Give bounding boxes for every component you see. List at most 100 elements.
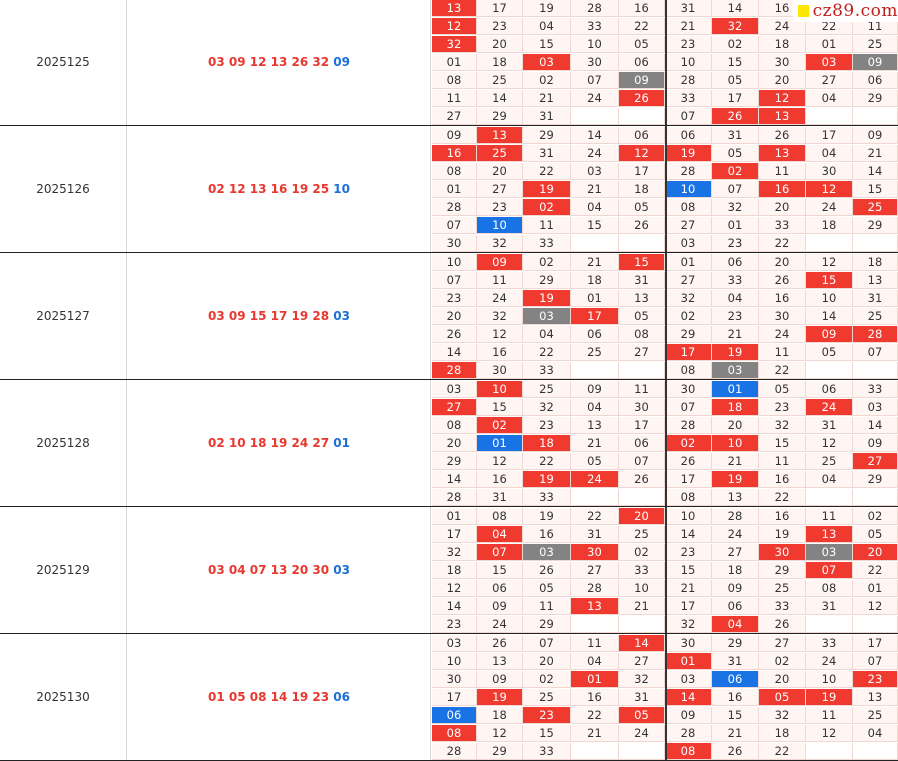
right-grid-cell: 10 xyxy=(665,54,712,71)
right-grid-cell: 28 xyxy=(712,508,759,525)
left-grid-cell: 01 xyxy=(432,508,477,525)
right-grid-cell: 27 xyxy=(853,453,898,470)
left-grid-cell: 07 xyxy=(432,217,477,234)
right-grid-cell: 06 xyxy=(853,72,898,89)
right-grid-cell: 28 xyxy=(853,326,898,343)
left-grid-cell: 28 xyxy=(432,362,477,379)
column-divider xyxy=(665,0,667,125)
left-grid-cell: 30 xyxy=(477,362,523,379)
left-grid-cell: 22 xyxy=(523,453,571,470)
right-grid-cell: 09 xyxy=(853,435,898,452)
blue-ball: 01 xyxy=(333,436,350,450)
right-grid-cell: 19 xyxy=(712,471,759,488)
left-grid-cell: 29 xyxy=(523,127,571,144)
right-grid-cell: 07 xyxy=(712,181,759,198)
period-number: 2025126 xyxy=(0,126,127,252)
left-grid-cell: 29 xyxy=(523,272,571,289)
period-number: 2025125 xyxy=(0,0,127,125)
left-grid-cell: 05 xyxy=(619,308,665,325)
right-grid-cell: 02 xyxy=(853,508,898,525)
right-grid-cell: 32 xyxy=(759,707,806,724)
right-grid-cell: 29 xyxy=(759,562,806,579)
right-grid-cell: 18 xyxy=(759,36,806,53)
right-grid-cell: 25 xyxy=(853,707,898,724)
right-grid-cell: 20 xyxy=(759,72,806,89)
left-grid-cell: 10 xyxy=(432,254,477,271)
left-grid-cell: 16 xyxy=(432,145,477,162)
left-grid-cell: 05 xyxy=(619,707,665,724)
left-grid-cell: 06 xyxy=(477,580,523,597)
right-grid-cell: 24 xyxy=(806,399,853,416)
right-grid-cell: 09 xyxy=(665,707,712,724)
right-grid-cell: 27 xyxy=(712,544,759,561)
left-grid-cell: 07 xyxy=(619,453,665,470)
left-grid-cell: 04 xyxy=(523,18,571,35)
left-grid-cell: 07 xyxy=(571,72,619,89)
left-grid-cell: 20 xyxy=(619,508,665,525)
right-grid-cell: 27 xyxy=(665,217,712,234)
left-grid-cell: 11 xyxy=(523,217,571,234)
period-number: 2025130 xyxy=(0,634,127,760)
right-grid-cell: 12 xyxy=(853,598,898,615)
left-grid-cell: 33 xyxy=(523,743,571,760)
left-grid-cell: 06 xyxy=(432,707,477,724)
left-grid-cell xyxy=(619,362,665,379)
right-grid-cell: 05 xyxy=(853,526,898,543)
right-grid-cell: 03 xyxy=(806,544,853,561)
right-grid-cell: 16 xyxy=(759,471,806,488)
left-grid-cell: 05 xyxy=(571,453,619,470)
left-grid-cell: 23 xyxy=(432,290,477,307)
draw-numbers: 02 12 13 16 19 25 10 xyxy=(128,126,431,252)
right-grid-cell: 03 xyxy=(806,54,853,71)
left-grid-cell: 22 xyxy=(571,707,619,724)
right-grid-cell: 09 xyxy=(853,54,898,71)
right-grid-cell: 26 xyxy=(712,108,759,125)
right-grid-cell: 30 xyxy=(665,635,712,652)
right-grid-cell: 16 xyxy=(712,689,759,706)
right-grid-cell: 28 xyxy=(665,725,712,742)
right-grid-cell: 21 xyxy=(712,725,759,742)
right-grid-cell: 07 xyxy=(665,399,712,416)
left-grid-cell: 20 xyxy=(432,435,477,452)
site-watermark: cz89.com xyxy=(793,0,898,22)
right-grid-cell: 11 xyxy=(759,453,806,470)
right-grid-cell: 15 xyxy=(665,562,712,579)
red-balls: 03 09 12 13 26 32 xyxy=(208,55,330,69)
left-grid-cell: 13 xyxy=(571,598,619,615)
left-grid-cell xyxy=(571,235,619,252)
right-grid-cell: 29 xyxy=(853,90,898,107)
right-grid-cell: 21 xyxy=(853,145,898,162)
right-grid-cell: 22 xyxy=(759,235,806,252)
right-grid-cell: 18 xyxy=(806,217,853,234)
right-grid-cell xyxy=(853,489,898,506)
right-grid-cell: 15 xyxy=(759,435,806,452)
left-grid-cell: 06 xyxy=(619,54,665,71)
right-grid-cell xyxy=(853,108,898,125)
right-grid-cell: 28 xyxy=(665,163,712,180)
left-grid-cell: 12 xyxy=(477,326,523,343)
left-grid-cell: 13 xyxy=(619,290,665,307)
right-grid-cell: 03 xyxy=(712,362,759,379)
left-grid-cell: 19 xyxy=(523,0,571,17)
right-grid-cell: 25 xyxy=(759,580,806,597)
left-grid-cell: 11 xyxy=(523,598,571,615)
left-grid-cell: 02 xyxy=(523,671,571,688)
yellow-square-icon xyxy=(798,5,809,17)
right-grid-cell: 31 xyxy=(853,290,898,307)
right-grid-cell: 23 xyxy=(712,308,759,325)
left-grid-cell: 11 xyxy=(477,272,523,289)
left-grid-cell xyxy=(571,108,619,125)
left-grid-cell: 28 xyxy=(432,489,477,506)
red-balls: 02 10 18 19 24 27 xyxy=(208,436,330,450)
left-grid-cell: 12 xyxy=(477,453,523,470)
left-grid-cell: 19 xyxy=(523,181,571,198)
right-grid-cell: 16 xyxy=(759,181,806,198)
left-grid-cell: 21 xyxy=(523,90,571,107)
right-grid-cell: 25 xyxy=(853,308,898,325)
right-grid-cell xyxy=(853,743,898,760)
left-grid-cell: 17 xyxy=(619,163,665,180)
right-grid-cell: 10 xyxy=(806,671,853,688)
right-grid-cell: 33 xyxy=(712,272,759,289)
left-grid-cell: 32 xyxy=(477,235,523,252)
left-grid-cell: 31 xyxy=(571,526,619,543)
